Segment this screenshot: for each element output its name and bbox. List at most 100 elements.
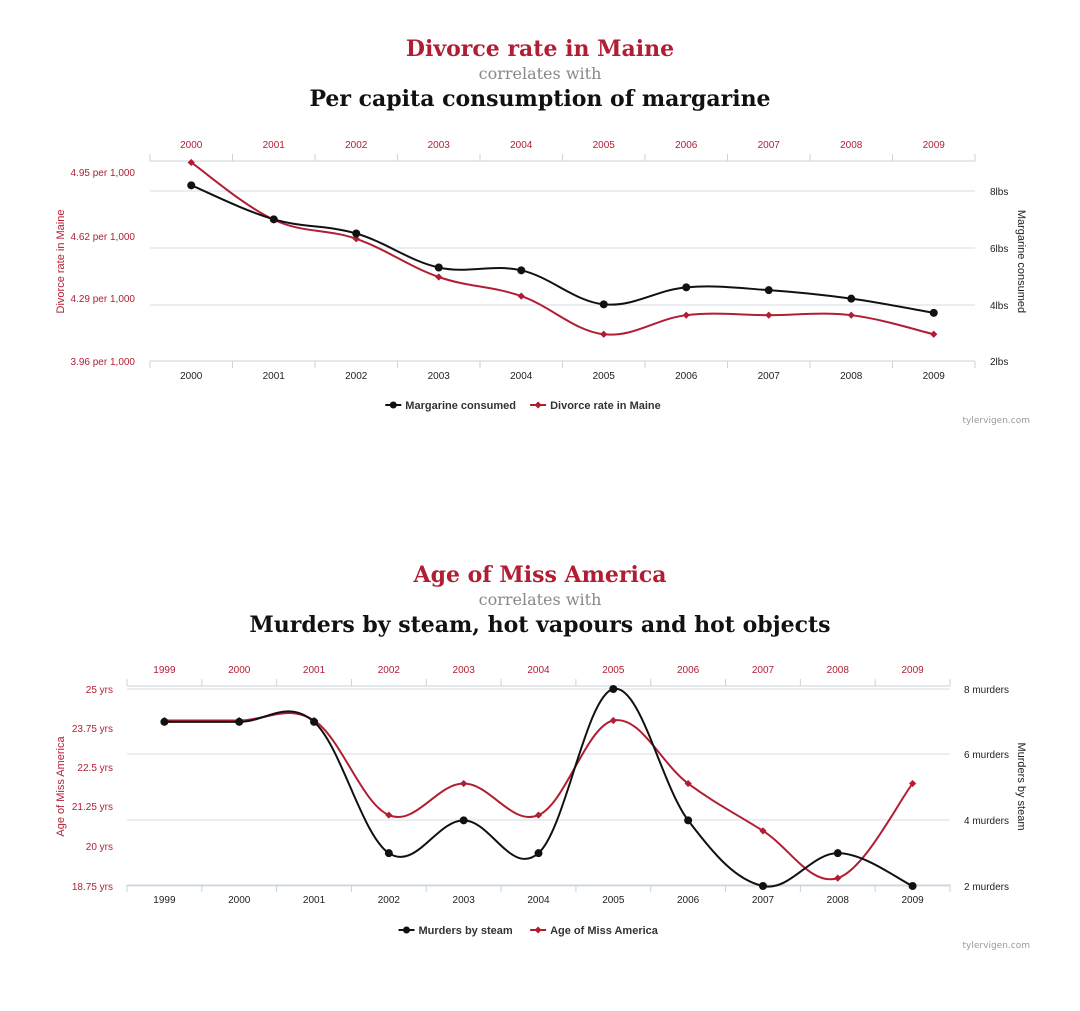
- x-tick-label-bottom: 2001: [303, 895, 326, 906]
- x-tick-label-bottom: 2006: [675, 371, 698, 382]
- y-left-tick-label: 4.29 per 1,000: [71, 294, 136, 305]
- data-point-diamond: [759, 827, 767, 835]
- x-tick-label-top: 1999: [153, 665, 176, 676]
- x-tick-label-bottom: 2002: [345, 371, 368, 382]
- y-right-tick-label: 8 murders: [964, 685, 1009, 696]
- y-left-tick-label: 22.5 yrs: [77, 763, 113, 774]
- x-tick-label-top: 2003: [428, 140, 451, 151]
- y-right-tick-label: 8lbs: [990, 187, 1008, 198]
- data-point-circle: [682, 283, 691, 292]
- chart-subtitle: correlates with: [478, 590, 602, 609]
- chart-panel-margarine: Divorce rate in Maine correlates with Pe…: [0, 0, 1080, 480]
- data-point-diamond: [600, 330, 608, 338]
- legend-swatch-marker: [389, 401, 397, 409]
- x-tick-label-bottom: 2002: [378, 895, 401, 906]
- data-point-diamond: [517, 292, 525, 300]
- x-tick-label-bottom: 2007: [758, 371, 781, 382]
- chart-title-secondary: Per capita consumption of margarine: [309, 86, 771, 112]
- legend-swatch-marker: [403, 926, 410, 934]
- data-point-circle: [908, 882, 917, 890]
- data-point-circle: [847, 294, 856, 303]
- y-left-tick-label: 25 yrs: [86, 685, 113, 696]
- x-tick-label-bottom: 2000: [180, 371, 203, 382]
- legend-swatch-marker: [534, 926, 542, 934]
- y-right-tick-label: 2lbs: [990, 357, 1008, 368]
- y-left-tick-label: 4.95 per 1,000: [71, 168, 136, 179]
- data-point-diamond: [682, 311, 690, 319]
- chart-title-secondary: Murders by steam, hot vapours and hot ob…: [249, 612, 831, 638]
- chart-svg: 2000 2000 2001 2001 2002 2002 2003 2003 2004 2004…: [55, 140, 1027, 412]
- x-tick-label-bottom: 2009: [923, 371, 946, 382]
- chart-subtitle: correlates with: [478, 64, 602, 83]
- y-right-tick-label: 4 murders: [964, 816, 1009, 827]
- x-tick-label-top: 2005: [593, 140, 616, 151]
- data-point-circle: [384, 849, 393, 858]
- y-left-axis-title: Age of Miss America: [55, 735, 67, 836]
- x-tick-label-top: 2000: [228, 665, 251, 676]
- y-right-tick-label: 2 murders: [964, 882, 1009, 893]
- y-right-axis-title: Margarine consumed: [1015, 210, 1027, 313]
- x-tick-label-bottom: 2005: [602, 895, 625, 906]
- data-point-circle: [758, 882, 767, 890]
- x-tick-label-bottom: 2008: [827, 895, 850, 906]
- data-point-circle: [684, 816, 693, 825]
- data-point-diamond: [930, 330, 938, 338]
- x-tick-label-bottom: 2007: [752, 895, 775, 906]
- data-point-circle: [833, 849, 842, 858]
- x-tick-label-bottom: 2009: [901, 895, 924, 906]
- x-tick-label-bottom: 2008: [840, 371, 863, 382]
- y-left-tick-label: 21.25 yrs: [72, 802, 113, 813]
- x-tick-label-top: 2006: [675, 140, 698, 151]
- x-tick-label-top: 2009: [901, 665, 924, 676]
- data-point-circle: [609, 685, 618, 693]
- y-left-axis-title: Divorce rate in Maine: [55, 210, 67, 314]
- series-line-right: [190, 184, 934, 314]
- x-tick-label-top: 2007: [758, 140, 781, 151]
- legend-label: Margarine consumed: [405, 400, 516, 412]
- legend-label: Divorce rate in Maine: [550, 400, 661, 412]
- x-tick-label-top: 2003: [453, 665, 476, 676]
- y-right-axis-title: Murders by steam: [1015, 742, 1027, 830]
- x-tick-label-bottom: 1999: [153, 895, 176, 906]
- data-point-circle: [352, 229, 361, 238]
- data-point-circle: [269, 215, 278, 224]
- x-tick-label-bottom: 2004: [510, 371, 533, 382]
- x-tick-label-top: 2006: [677, 665, 700, 676]
- x-tick-label-top: 2008: [827, 665, 850, 676]
- data-point-diamond: [908, 779, 917, 788]
- data-point-diamond: [435, 273, 443, 281]
- x-tick-label-top: 2007: [752, 665, 775, 676]
- x-tick-label-top: 2002: [378, 665, 401, 676]
- chart-panel-miss-america: Age of Miss America correlates with Murd…: [0, 530, 1080, 1011]
- data-point-diamond: [460, 779, 468, 788]
- data-point-circle: [235, 717, 244, 726]
- data-point-diamond: [684, 779, 692, 788]
- legend-swatch-marker: [534, 401, 542, 409]
- x-tick-label-bottom: 2006: [677, 895, 700, 906]
- data-point-circle: [160, 717, 169, 726]
- y-left-tick-label: 23.75 yrs: [72, 724, 113, 735]
- data-point-circle: [534, 849, 543, 858]
- y-left-tick-label: 3.96 per 1,000: [71, 357, 136, 368]
- x-tick-label-bottom: 2003: [453, 895, 476, 906]
- credit-text: tylervigen.com: [962, 941, 1030, 951]
- legend-label: Age of Miss America: [550, 925, 659, 937]
- x-tick-label-top: 2001: [303, 665, 326, 676]
- x-tick-label-top: 2001: [263, 140, 286, 151]
- y-left-tick-label: 20 yrs: [86, 842, 113, 853]
- y-right-tick-label: 6lbs: [990, 244, 1008, 255]
- x-tick-label-top: 2002: [345, 140, 368, 151]
- data-point-circle: [187, 181, 196, 190]
- x-tick-label-top: 2004: [510, 140, 533, 151]
- x-tick-label-top: 2000: [180, 140, 203, 151]
- data-point-circle: [459, 816, 468, 825]
- x-tick-label-top: 2009: [923, 140, 946, 151]
- data-point-diamond: [765, 311, 773, 319]
- data-point-circle: [434, 263, 443, 272]
- x-tick-label-top: 2005: [602, 665, 625, 676]
- data-point-circle: [310, 717, 319, 726]
- chart-title: Age of Miss America: [413, 562, 667, 588]
- x-tick-label-top: 2004: [527, 665, 550, 676]
- x-tick-label-bottom: 2000: [228, 895, 251, 906]
- data-point-circle: [517, 266, 526, 275]
